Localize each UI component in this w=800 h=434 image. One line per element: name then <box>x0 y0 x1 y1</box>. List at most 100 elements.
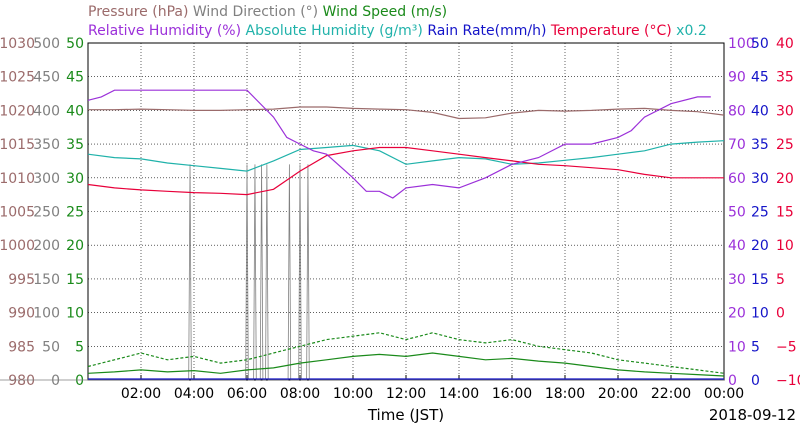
pressure-tick-label: 995 <box>8 272 35 288</box>
temperature-tick-label: −5 <box>776 339 797 355</box>
wind-speed-tick-label: 5 <box>75 339 84 355</box>
x-tick-label: 14:00 <box>439 386 479 402</box>
pressure-tick-label: 990 <box>8 306 35 322</box>
series-line <box>87 140 725 172</box>
x-tick-label: 08:00 <box>280 386 320 402</box>
chart-date: 2018-09-12 <box>709 406 796 424</box>
temperature-tick-label: −10 <box>776 373 800 389</box>
x-tick-label: 04:00 <box>174 386 214 402</box>
wind-direction-tick-label: 250 <box>33 205 60 221</box>
absolute-humidity-tick-label: 45 <box>751 70 769 86</box>
x-tick-label: 06:00 <box>227 386 267 402</box>
pressure-tick-label: 1010 <box>0 171 35 187</box>
wind-speed-tick-label: 10 <box>66 306 84 322</box>
temperature-tick-label: 5 <box>776 272 785 288</box>
wind-direction-tick-label: 500 <box>33 36 60 52</box>
absolute-humidity-tick-label: 30 <box>751 171 769 187</box>
x-tick-label: 12:00 <box>386 386 426 402</box>
absolute-humidity-tick-label: 15 <box>751 272 769 288</box>
wind-speed-tick-label: 50 <box>66 36 84 52</box>
absolute-humidity-tick-label: 0 <box>751 373 760 389</box>
series-group <box>0 89 725 381</box>
grid <box>88 43 724 380</box>
wind-speed-tick-label: 0 <box>75 373 84 389</box>
legend-line-2: Relative Humidity (%) Absolute Humidity … <box>88 23 707 39</box>
temperature-tick-label: 25 <box>776 137 794 153</box>
temperature-tick-label: 40 <box>776 36 794 52</box>
legend-entry: Pressure (hPa) <box>88 4 188 20</box>
legend-entry: x0.2 <box>672 23 707 39</box>
absolute-humidity-tick-label: 10 <box>751 306 769 322</box>
relative-humidity-tick-label: 60 <box>728 171 746 187</box>
x-tick-label: 16:00 <box>492 386 532 402</box>
legend-entry: Wind Speed (m/s) <box>318 4 447 20</box>
wind-speed-tick-label: 15 <box>66 272 84 288</box>
wind-speed-tick-label: 40 <box>66 103 84 119</box>
series-line <box>87 352 725 377</box>
wind-direction-tick-label: 450 <box>33 70 60 86</box>
x-tick-label: 00:00 <box>704 386 744 402</box>
wind-direction-tick-label: 150 <box>33 272 60 288</box>
absolute-humidity-tick-label: 20 <box>751 238 769 254</box>
absolute-humidity-tick-label: 50 <box>751 36 769 52</box>
relative-humidity-tick-label: 20 <box>728 306 746 322</box>
pressure-tick-label: 980 <box>8 373 35 389</box>
legend-entry: Wind Direction (°) <box>188 4 318 20</box>
wind-direction-tick-label: 300 <box>33 171 60 187</box>
wind-speed-tick-label: 30 <box>66 171 84 187</box>
legend-line-1: Pressure (hPa) Wind Direction (°) Wind S… <box>88 4 447 20</box>
series-line <box>88 106 725 120</box>
absolute-humidity-tick-label: 35 <box>751 137 769 153</box>
wind-direction-line <box>0 164 724 381</box>
wind-speed-tick-label: 25 <box>66 205 84 221</box>
x-tick-label: 10:00 <box>333 386 373 402</box>
y-axes: 9809859909951000100510101015102010251030… <box>0 36 800 389</box>
series-line <box>87 332 725 374</box>
temperature-tick-label: 35 <box>776 70 794 86</box>
x-axis-label: Time (JST) <box>367 406 444 424</box>
x-axis: 02:00 04:00 06:00 08:00 10:00 12:00 14:00 16:00… <box>121 375 744 402</box>
series-line <box>87 89 711 199</box>
relative-humidity-tick-label: 10 <box>728 339 746 355</box>
x-tick-label: 22:00 <box>651 386 691 402</box>
relative-humidity-tick-label: 0 <box>728 373 737 389</box>
wind-speed-tick-label: 35 <box>66 137 84 153</box>
legend-entry: Relative Humidity (%) <box>88 23 241 39</box>
legend-entry: Absolute Humidity (g/m³) <box>241 23 423 39</box>
legend-entry: Temperature (°C) <box>546 23 671 39</box>
relative-humidity-tick-label: 100 <box>728 36 755 52</box>
temperature-tick-label: 20 <box>776 171 794 187</box>
pressure-tick-label: 1000 <box>0 238 35 254</box>
wind-direction-tick-label: 350 <box>33 137 60 153</box>
x-tick-label: 20:00 <box>598 386 638 402</box>
series-line <box>87 146 724 196</box>
relative-humidity-tick-label: 90 <box>728 70 746 86</box>
relative-humidity-tick-label: 70 <box>728 137 746 153</box>
pressure-tick-label: 1025 <box>0 70 35 86</box>
absolute-humidity-tick-label: 5 <box>751 339 760 355</box>
temperature-tick-label: 0 <box>776 306 785 322</box>
relative-humidity-tick-label: 80 <box>728 103 746 119</box>
wind-direction-tick-label: 400 <box>33 103 60 119</box>
pressure-tick-label: 1030 <box>0 36 35 52</box>
pressure-tick-label: 1020 <box>0 103 35 119</box>
x-tick-label: 18:00 <box>545 386 585 402</box>
pressure-tick-label: 985 <box>8 339 35 355</box>
relative-humidity-tick-label: 40 <box>728 238 746 254</box>
pressure-tick-label: 1005 <box>0 205 35 221</box>
legend-entry: Rain Rate(mm/h) <box>423 23 547 39</box>
wind-direction-tick-label: 200 <box>33 238 60 254</box>
wind-speed-tick-label: 20 <box>66 238 84 254</box>
legend: Pressure (hPa) Wind Direction (°) Wind S… <box>88 4 707 39</box>
temperature-tick-label: 30 <box>776 103 794 119</box>
relative-humidity-tick-label: 50 <box>728 205 746 221</box>
temperature-tick-label: 10 <box>776 238 794 254</box>
x-tick-label: 02:00 <box>121 386 161 402</box>
pressure-tick-label: 1015 <box>0 137 35 153</box>
absolute-humidity-tick-label: 40 <box>751 103 769 119</box>
absolute-humidity-tick-label: 25 <box>751 205 769 221</box>
wind-speed-tick-label: 45 <box>66 70 84 86</box>
wind-direction-tick-label: 50 <box>42 339 60 355</box>
temperature-tick-label: 15 <box>776 205 794 221</box>
